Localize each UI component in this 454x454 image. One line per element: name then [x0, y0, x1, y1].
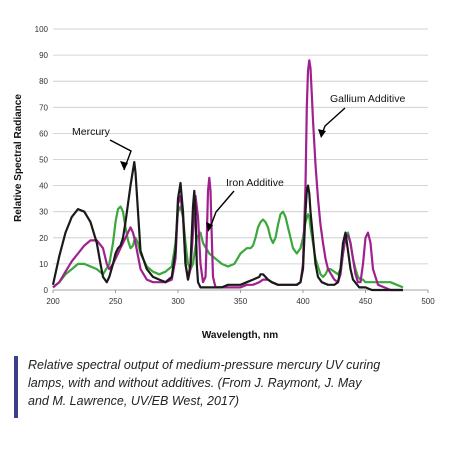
x-tick-label: 500	[421, 297, 435, 306]
annotation-gallium: Gallium Additive	[318, 93, 405, 138]
annotation-iron-label: Iron Additive	[226, 177, 284, 189]
annotation-mercury-arrow	[109, 139, 132, 171]
x-tick-label: 250	[109, 297, 123, 306]
caption-line-1: Relative spectral output of medium-press…	[28, 358, 381, 372]
grid	[53, 28, 428, 265]
y-tick-label: 30	[39, 208, 48, 217]
y-tick-label: 40	[39, 182, 48, 191]
y-tick-label: 100	[35, 25, 49, 34]
y-tick-label: 10	[39, 260, 48, 269]
annotation-iron-arrow	[209, 190, 235, 229]
y-tick-label: 90	[39, 51, 48, 60]
x-tick-label: 450	[359, 297, 373, 306]
x-axis-title: Wavelength, nm	[202, 330, 278, 341]
y-tick-label: 80	[39, 77, 48, 86]
annotation-mercury-label: Mercury	[72, 126, 111, 138]
annotation-iron-arrowhead	[206, 222, 213, 232]
series-line-gallium-additive	[52, 59, 403, 292]
annotation-gallium-arrow	[321, 107, 346, 135]
annotation-mercury-arrowhead	[120, 161, 128, 170]
y-tick-label: 50	[39, 156, 48, 165]
figure-caption: Relative spectral output of medium-press…	[14, 356, 442, 418]
x-tick-label: 300	[171, 297, 185, 306]
x-tick-label: 400	[296, 297, 310, 306]
x-axis-ticks: 200 250 300 350 400 450 500	[46, 290, 435, 306]
y-tick-label: 60	[39, 129, 48, 138]
y-tick-label: 70	[39, 103, 48, 112]
annotation-gallium-label: Gallium Additive	[330, 93, 405, 105]
caption-line-2: lamps, with and without additives. (From…	[28, 376, 362, 390]
y-axis-title: Relative Spectral Radiance	[13, 94, 24, 222]
x-tick-label: 200	[46, 297, 60, 306]
y-tick-label: 20	[39, 234, 48, 243]
series-line-mercury	[51, 161, 403, 292]
series-lines	[51, 59, 404, 292]
annotation-mercury: Mercury	[72, 126, 132, 171]
annotation-iron: Iron Additive	[206, 177, 284, 232]
annotation-gallium-arrowhead	[318, 129, 326, 138]
caption-line-3: and M. Lawrence, UV/EB West, 2017)	[28, 394, 239, 408]
y-tick-label: 0	[44, 286, 49, 295]
y-axis-ticks: 0 10 20 30 40 50 60 70 80 90 100	[35, 25, 49, 295]
x-tick-label: 350	[234, 297, 248, 306]
